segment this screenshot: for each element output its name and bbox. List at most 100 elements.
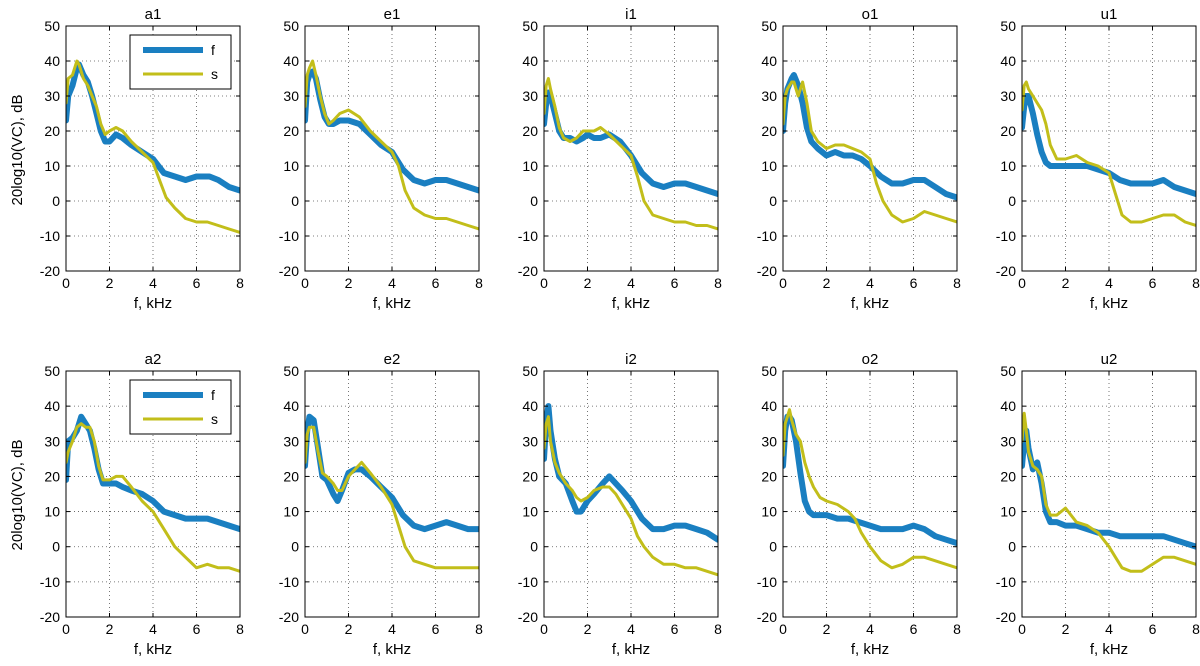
y-tick-label: 30: [522, 433, 538, 449]
x-tick-label: 4: [1105, 275, 1113, 291]
chart-title: a2: [145, 351, 162, 368]
series-line-s: [66, 422, 240, 573]
x-tick-label: 6: [432, 621, 440, 637]
legend-box: [129, 379, 232, 435]
x-tick-label: 2: [345, 621, 353, 637]
y-tick-label: -20: [518, 609, 538, 625]
x-tick-label: 8: [714, 621, 722, 637]
y-tick-label: 50: [44, 363, 60, 379]
chart-title: e1: [384, 6, 401, 23]
y-tick-label: 10: [761, 504, 777, 520]
y-tick-label: 0: [291, 193, 299, 209]
y-tick-label: 0: [769, 193, 777, 209]
x-axis-label: f, kHz: [612, 641, 650, 658]
y-tick-label: 30: [44, 88, 60, 104]
chart-title: u2: [1101, 351, 1118, 368]
chart-u2: 0 2 4 6 8 -20 -10 0 10 20 30 40 50 u2 f, kHz: [996, 351, 1200, 658]
x-tick-label: 4: [627, 621, 635, 637]
y-tick-label: -10: [996, 228, 1016, 244]
y-tick-label: 20: [522, 468, 538, 484]
y-tick-label: -20: [518, 263, 538, 279]
x-tick-label: 4: [388, 275, 396, 291]
y-tick-label: -10: [757, 228, 777, 244]
series-line-s: [1022, 411, 1196, 573]
y-tick-label: 40: [44, 398, 60, 414]
y-tick-label: 40: [761, 398, 777, 414]
y-tick-label: 40: [283, 53, 299, 69]
y-tick-label: -20: [40, 263, 60, 279]
y-tick-label: 50: [761, 18, 777, 34]
x-tick-label: 0: [779, 275, 787, 291]
y-tick-label: 10: [44, 158, 60, 174]
y-tick-label: -20: [279, 609, 299, 625]
y-tick-label: -10: [279, 228, 299, 244]
x-tick-label: 0: [1018, 275, 1026, 291]
y-tick-label: 50: [1000, 363, 1016, 379]
x-tick-label: 2: [106, 275, 114, 291]
y-tick-label: 0: [1008, 193, 1016, 209]
y-tick-label: 20: [283, 123, 299, 139]
chart-title: o2: [862, 351, 879, 368]
y-tick-label: 30: [1000, 88, 1016, 104]
chart-a2: 0 2 4 6 8 -20 -10 0 10 20 30 40 50 a2 f, kHz fs: [40, 351, 244, 658]
x-axis-label: f, kHz: [134, 641, 172, 658]
x-tick-label: 4: [149, 275, 157, 291]
x-tick-label: 4: [627, 275, 635, 291]
y-tick-label: -10: [518, 228, 538, 244]
y-tick-label: 10: [283, 158, 299, 174]
y-tick-label: -20: [996, 609, 1016, 625]
legend-box: [129, 34, 232, 90]
legend-label-s: s: [211, 66, 218, 82]
y-tick-label: -10: [757, 574, 777, 590]
x-tick-label: 2: [1062, 275, 1070, 291]
y-tick-label: 50: [761, 363, 777, 379]
series-group: [783, 408, 957, 570]
x-tick-label: 2: [823, 621, 831, 637]
x-tick-label: 0: [62, 275, 70, 291]
x-tick-label: 0: [1018, 621, 1026, 637]
series-group: [1022, 80, 1196, 227]
y-tick-label: 10: [1000, 158, 1016, 174]
series-group: [66, 59, 240, 234]
chart-i1: 0 2 4 6 8 -20 -10 0 10 20 30 40 50 i1 f, kHz: [518, 6, 722, 312]
series-line-f: [1022, 93, 1196, 197]
x-tick-label: 8: [475, 621, 483, 637]
chart-u1: 0 2 4 6 8 -20 -10 0 10 20 30 40 50 u1 f, kHz: [996, 6, 1200, 312]
y-tick-label: 50: [1000, 18, 1016, 34]
y-tick-label: 40: [283, 398, 299, 414]
y-tick-label: 50: [522, 363, 538, 379]
legend-label-s: s: [211, 411, 218, 427]
series-group: [1022, 411, 1196, 573]
series-line-s: [66, 59, 240, 234]
x-tick-label: 0: [301, 275, 309, 291]
y-tick-label: -10: [996, 574, 1016, 590]
x-tick-label: 4: [866, 621, 874, 637]
y-tick-label: 50: [283, 18, 299, 34]
x-tick-label: 6: [671, 275, 679, 291]
x-tick-label: 0: [779, 621, 787, 637]
y-tick-label: 10: [283, 504, 299, 520]
y-tick-label: 30: [44, 433, 60, 449]
series-line-f: [544, 89, 718, 197]
y-tick-label: 30: [283, 433, 299, 449]
y-tick-label: 20: [283, 468, 299, 484]
y-tick-label: -20: [279, 263, 299, 279]
y-tick-label: 20: [761, 123, 777, 139]
x-tick-label: 0: [540, 621, 548, 637]
series-line-s: [1022, 80, 1196, 227]
x-tick-label: 0: [62, 621, 70, 637]
chart-o1: 0 2 4 6 8 -20 -10 0 10 20 30 40 50 o1 f, kHz: [757, 6, 961, 312]
x-axis-label: f, kHz: [373, 295, 411, 312]
series-group: [544, 77, 718, 231]
y-tick-label: 40: [522, 398, 538, 414]
x-axis-label: f, kHz: [1090, 641, 1128, 658]
y-tick-label: 30: [1000, 433, 1016, 449]
x-tick-label: 4: [866, 275, 874, 291]
y-tick-label: 20: [44, 468, 60, 484]
x-tick-label: 6: [193, 275, 201, 291]
y-tick-label: 40: [1000, 53, 1016, 69]
y-tick-label: -20: [996, 263, 1016, 279]
x-axis-label: f, kHz: [373, 641, 411, 658]
x-axis-label: f, kHz: [612, 295, 650, 312]
series-line-s: [783, 408, 957, 570]
